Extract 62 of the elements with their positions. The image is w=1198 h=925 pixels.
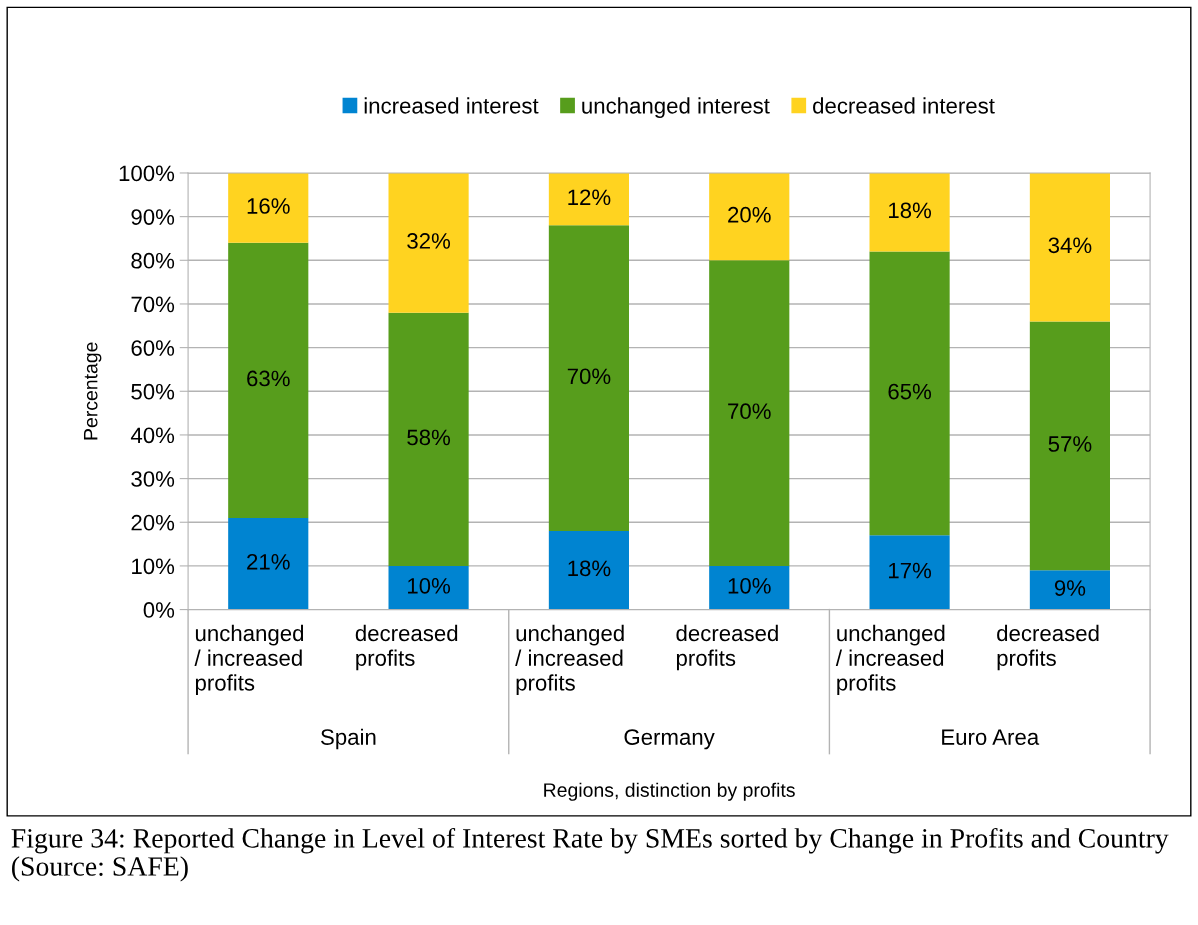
y-tick-label: 50% <box>131 383 175 400</box>
bar <box>1029 321 1110 571</box>
bar <box>228 172 309 243</box>
bar <box>709 260 790 566</box>
text: Spain <box>321 728 376 750</box>
data-label: 10% <box>408 577 451 594</box>
data-label: 57% <box>1048 436 1092 452</box>
data-label: 58% <box>407 429 451 446</box>
y-tick-label: 30% <box>131 471 175 487</box>
data-label: 10% <box>728 577 771 594</box>
legend-label: decreased interest <box>813 97 995 114</box>
bar <box>548 225 629 531</box>
data-label: 17% <box>889 562 932 579</box>
data-label: 18% <box>568 560 611 577</box>
y-tick-label: 80% <box>131 252 175 269</box>
data-label: 20% <box>728 206 771 223</box>
x-tick-label: decreased profits <box>676 624 778 671</box>
bar <box>548 530 629 610</box>
y-tick-label: 10% <box>132 558 175 575</box>
bar <box>869 535 950 610</box>
y-tick-label: 60% <box>131 340 175 356</box>
y-tick-label: 40% <box>130 427 175 444</box>
bar <box>388 312 469 566</box>
data-label: 70% <box>728 403 771 420</box>
bar <box>388 172 469 313</box>
legend-label: increased interest <box>364 97 539 114</box>
x-tick-label: decreased profits <box>355 624 458 671</box>
data-label: 32% <box>407 233 451 249</box>
bar <box>709 565 790 610</box>
data-label: 65% <box>888 383 932 400</box>
data-label: 9% <box>1054 580 1086 596</box>
data-label: 63% <box>247 370 290 387</box>
bar <box>1029 570 1110 610</box>
bar <box>548 172 629 226</box>
bar <box>869 251 950 536</box>
y-tick-label: 20% <box>131 514 175 531</box>
data-label: 34% <box>1048 237 1092 254</box>
x-tick-label: decreased profits <box>997 624 1099 671</box>
bar <box>1029 172 1110 322</box>
data-label: 16% <box>247 198 290 214</box>
data-label: 70% <box>567 368 611 385</box>
data-label: 18% <box>889 202 932 219</box>
data-label: 21% <box>247 553 290 570</box>
x-tick-label: unchanged / increased profits <box>194 624 304 696</box>
caption: Figure 34: Reported Change in Level of Interest Rate by SMEs sorted by Change in Profits and Country (Source: SAFE) <box>11 827 1169 882</box>
y-tick-label: 70% <box>131 296 175 313</box>
legend-label: unchanged interest <box>582 97 770 119</box>
x-tick-label: unchanged / increased profits <box>835 624 945 696</box>
y-tick-label: 0% <box>143 602 175 618</box>
bar <box>388 565 469 610</box>
bar <box>869 172 950 252</box>
y-axis-title: Percentage <box>83 342 102 440</box>
x-axis-title: Regions, distinction by profits <box>544 782 795 801</box>
y-tick-label: 90% <box>131 209 175 225</box>
y-tick-label: 100% <box>119 165 175 182</box>
bar <box>228 242 309 518</box>
text: Germany <box>624 729 715 750</box>
x-tick-label: unchanged / increased profits <box>515 624 624 696</box>
bar <box>709 172 790 261</box>
data-label: 12% <box>568 189 611 206</box>
text: Euro Area <box>942 729 1040 745</box>
bar <box>228 517 309 610</box>
